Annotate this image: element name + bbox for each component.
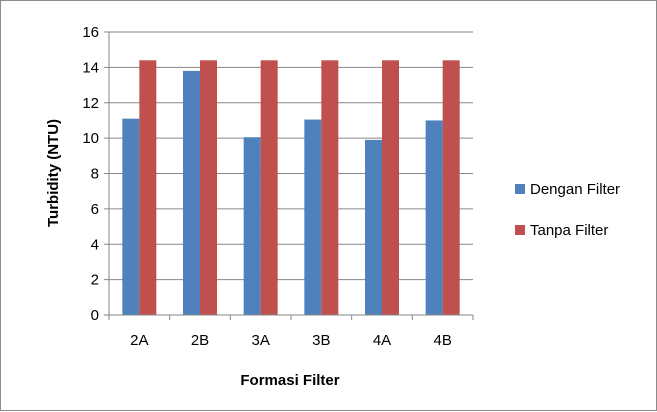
y-tick-label: 2 xyxy=(91,272,99,289)
bar-dengan-filter-2b xyxy=(183,70,200,315)
bar-tanpa-filter-3a xyxy=(260,60,278,315)
legend-label: Dengan Filter xyxy=(530,181,620,198)
gridlines xyxy=(109,31,473,281)
x-tick-label: 4B xyxy=(433,332,451,349)
y-tick-label: 0 xyxy=(91,307,99,324)
x-tick-label: 3B xyxy=(312,332,330,349)
legend-label: Tanpa Filter xyxy=(530,222,608,239)
legend: Dengan Filter Tanpa Filter xyxy=(515,181,620,239)
y-axis-title: Turbidity (NTU) xyxy=(45,119,62,227)
bars xyxy=(122,60,460,315)
bar-tanpa-filter-2a xyxy=(139,60,157,315)
x-tick-labels: 2A 2B 3A 3B 4A 4B xyxy=(130,332,452,349)
x-tick-label: 4A xyxy=(373,332,391,349)
axes xyxy=(104,31,474,320)
bar-tanpa-filter-4a xyxy=(382,60,399,315)
y-tick-label: 16 xyxy=(82,24,99,41)
y-tick-label: 12 xyxy=(82,95,99,112)
y-tick-label: 10 xyxy=(82,130,99,147)
x-tick-label: 3A xyxy=(251,332,269,349)
y-tick-label: 6 xyxy=(91,201,99,218)
bar-dengan-filter-3a xyxy=(243,137,261,315)
y-tick-label: 4 xyxy=(91,236,99,253)
x-tick-label: 2B xyxy=(191,332,209,349)
y-tick-label: 8 xyxy=(91,166,99,183)
x-axis-title: Formasi Filter xyxy=(240,372,339,389)
legend-swatch xyxy=(515,225,525,235)
bar-dengan-filter-3b xyxy=(304,119,322,315)
y-tick-labels: 0 2 4 6 8 10 12 14 16 xyxy=(82,24,99,324)
bar-tanpa-filter-3b xyxy=(321,60,339,315)
bar-dengan-filter-4a xyxy=(365,139,382,315)
bar-dengan-filter-4b xyxy=(425,120,443,315)
bar-tanpa-filter-4b xyxy=(442,60,460,315)
y-tick-label: 14 xyxy=(82,59,99,76)
bar-tanpa-filter-2b xyxy=(200,60,217,315)
x-tick-label: 2A xyxy=(130,332,148,349)
bar-dengan-filter-2a xyxy=(122,118,140,315)
legend-swatch xyxy=(515,184,525,194)
